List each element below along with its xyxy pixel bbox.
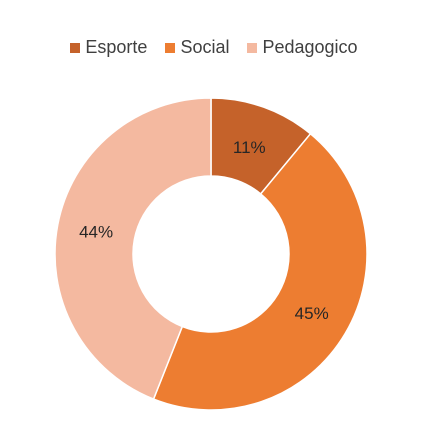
- data-label-social: 45%: [295, 304, 329, 323]
- slice-social: [152, 132, 368, 411]
- legend-item-pedagogico: Pedagogico: [247, 37, 358, 58]
- legend-label-esporte: Esporte: [85, 37, 148, 57]
- legend-swatch-esporte: [70, 42, 81, 53]
- legend-swatch-social: [165, 42, 176, 53]
- data-label-pedagogico: 44%: [79, 223, 113, 242]
- data-label-esporte: 11%: [233, 138, 266, 157]
- legend-item-social: Social: [165, 37, 229, 58]
- legend-label-pedagogico: Pedagogico: [262, 37, 358, 57]
- legend-item-esporte: Esporte: [70, 37, 147, 58]
- slice-pedagogico: [54, 97, 212, 401]
- legend-label-social: Social: [180, 37, 230, 57]
- chart-legend: Esporte Social Pedagogico: [0, 37, 428, 58]
- legend-swatch-pedagogico: [247, 42, 258, 53]
